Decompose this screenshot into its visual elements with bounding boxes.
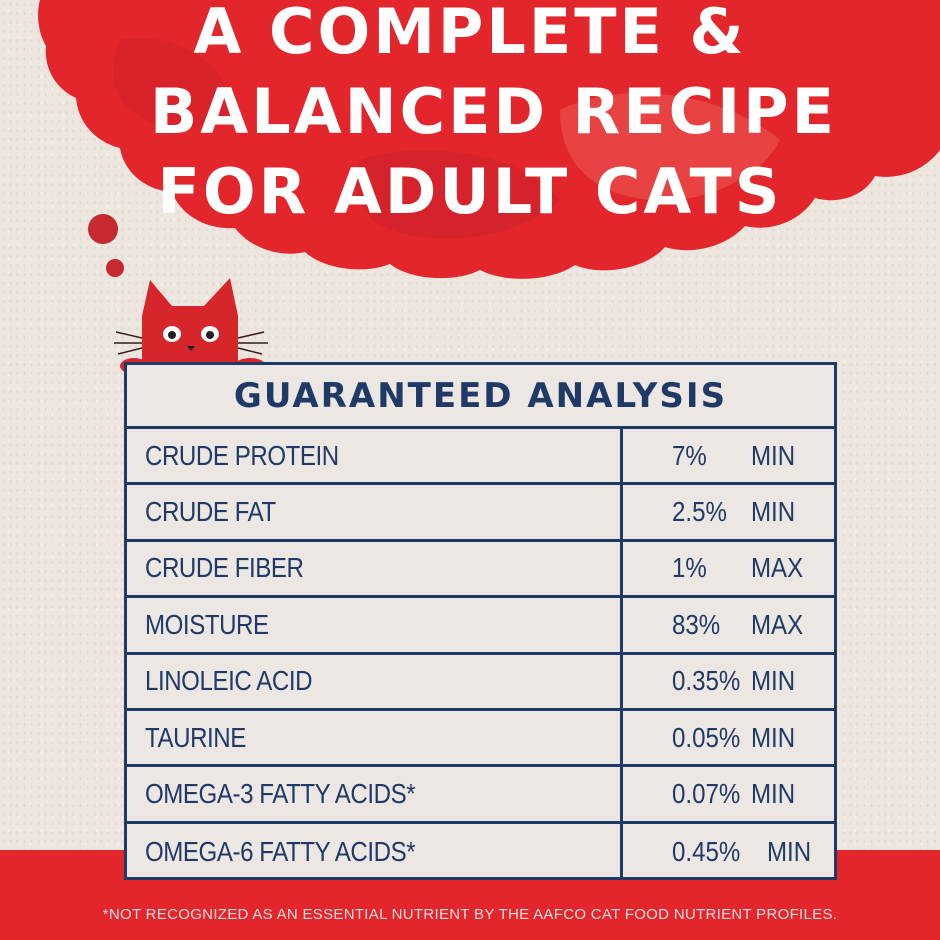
nutrient-value: 0.07%	[672, 778, 741, 810]
nutrient-name: OMEGA-6 FATTY ACIDS*	[145, 835, 416, 867]
table-row: MOISTURE 83% MAX	[127, 598, 834, 655]
nutrient-value: 83%	[672, 608, 721, 640]
nutrient-value: 7%	[672, 439, 707, 471]
headline-line-1: A COMPLETE &	[193, 0, 747, 68]
table-row: OMEGA-6 FATTY ACIDS* 0.45% MIN	[127, 823, 834, 881]
table-row: CRUDE PROTEIN 7% MIN	[127, 429, 834, 486]
nutrient-qualifier: MIN	[751, 496, 796, 528]
cat-peeking-icon	[114, 278, 268, 374]
nutrient-value: 0.05%	[672, 721, 741, 753]
thought-bubble-icon	[88, 214, 118, 244]
nutrient-name: CRUDE FAT	[145, 496, 276, 528]
nutrient-qualifier: MIN	[751, 439, 796, 471]
table-row: CRUDE FAT 2.5% MIN	[127, 485, 834, 542]
table-row: TAURINE 0.05% MIN	[127, 710, 834, 768]
nutrient-name: TAURINE	[145, 721, 246, 753]
nutrient-qualifier: MIN	[751, 665, 796, 697]
nutrient-qualifier: MAX	[751, 552, 804, 584]
guaranteed-analysis-table: GUARANTEED ANALYSIS CRUDE PROTEIN 7% MIN …	[124, 362, 837, 881]
table-row: OMEGA-3 FATTY ACIDS* 0.07% MIN	[127, 767, 834, 824]
headline-line-2: BALANCED RECIPE	[150, 75, 837, 148]
nutrient-qualifier: MAX	[751, 608, 804, 640]
nutrient-name: CRUDE PROTEIN	[145, 439, 339, 471]
headline-line-3: FOR ADULT CATS	[157, 155, 783, 228]
nutrient-name: LINOLEIC ACID	[145, 665, 313, 697]
table-title: GUARANTEED ANALYSIS	[127, 365, 834, 429]
nutrient-value: 0.45%	[672, 835, 741, 867]
nutrient-name: OMEGA-3 FATTY ACIDS*	[145, 778, 416, 810]
thought-bubble-small-icon	[106, 259, 124, 277]
table-row: LINOLEIC ACID 0.35% MIN	[127, 654, 834, 711]
headline: A COMPLETE & BALANCED RECIPE FOR ADULT C…	[150, 0, 837, 232]
nutrient-qualifier: MIN	[767, 835, 812, 867]
nutrient-qualifier: MIN	[751, 778, 796, 810]
nutrient-name: MOISTURE	[145, 608, 269, 640]
footnote: *NOT RECOGNIZED AS AN ESSENTIAL NUTRIENT…	[102, 906, 838, 923]
nutrient-value: 2.5%	[672, 496, 727, 528]
table-row: CRUDE FIBER 1% MAX	[127, 541, 834, 599]
red-thought-cloud	[38, 0, 940, 279]
nutrient-value: 0.35%	[672, 665, 741, 697]
nutrient-name: CRUDE FIBER	[145, 552, 304, 584]
nutrient-qualifier: MIN	[751, 721, 796, 753]
nutrient-value: 1%	[672, 552, 707, 584]
